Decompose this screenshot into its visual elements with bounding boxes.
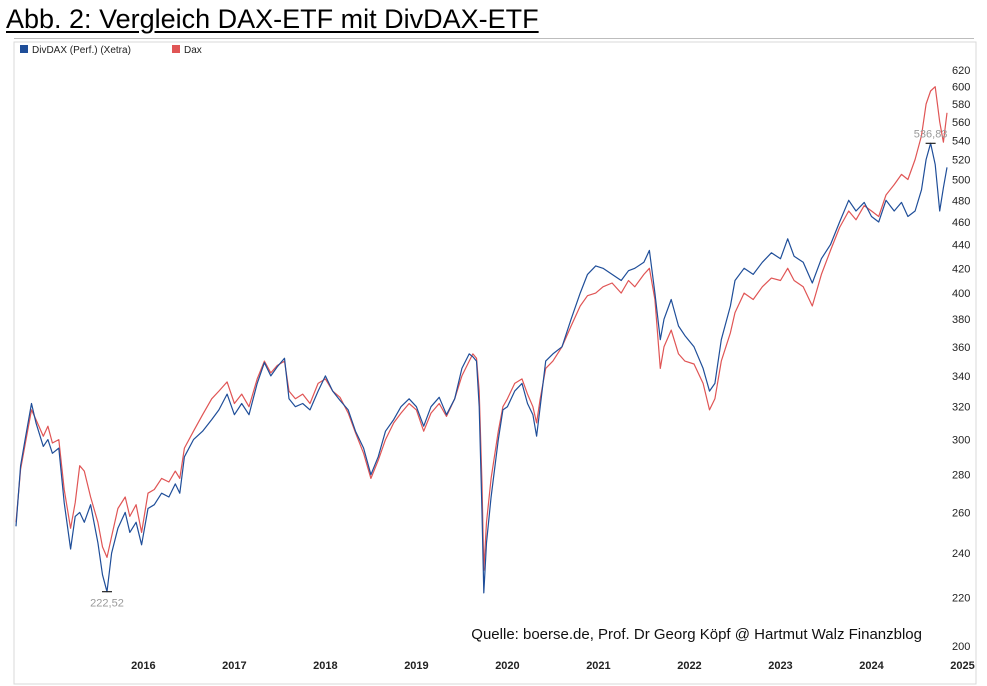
y-tick-label: 340 — [952, 371, 970, 383]
y-tick-label: 560 — [952, 117, 970, 129]
y-tick-label: 520 — [952, 155, 970, 167]
x-tick-label: 2022 — [677, 660, 701, 672]
y-tick-label: 380 — [952, 314, 970, 326]
x-tick-label: 2016 — [131, 660, 155, 672]
x-tick-label: 2018 — [313, 660, 337, 672]
chart-title: Abb. 2: Vergleich DAX-ETF mit DivDAX-ETF — [6, 4, 539, 34]
series-layer — [15, 86, 948, 594]
y-tick-label: 620 — [952, 65, 970, 77]
y-tick-label: 440 — [952, 240, 970, 252]
y-axis: 200 220 240 260 280 300 320 340 360 380 400 420 440 4… — [952, 65, 970, 653]
y-tick-label: 320 — [952, 402, 970, 414]
x-tick-label: 2019 — [404, 660, 428, 672]
x-tick-label: 2024 — [859, 660, 884, 672]
y-tick-label: 420 — [952, 263, 970, 275]
y-tick-label: 460 — [952, 217, 970, 229]
source-note: Quelle: boerse.de, Prof. Dr Georg Köpf @… — [471, 626, 922, 643]
y-tick-label: 540 — [952, 135, 970, 147]
x-axis: 2016 2017 2018 2019 2020 2021 2022 2023 2024 2025 — [131, 660, 975, 672]
y-tick-label: 580 — [952, 99, 970, 111]
x-tick-label: 2020 — [495, 660, 519, 672]
legend-swatch-divdax — [20, 45, 28, 53]
series-line-dax — [15, 86, 948, 571]
y-tick-label: 360 — [952, 342, 970, 354]
x-tick-label: 2017 — [222, 660, 246, 672]
annotations: 222,52 536,83 — [90, 128, 947, 609]
chart-frame — [13, 41, 977, 685]
y-tick-label: 260 — [952, 507, 970, 519]
x-tick-label: 2025 — [950, 660, 974, 672]
y-tick-label: 200 — [952, 641, 970, 653]
legend-label-dax: Dax — [184, 45, 202, 56]
y-tick-label: 240 — [952, 548, 970, 560]
y-tick-label: 400 — [952, 288, 970, 300]
y-tick-label: 600 — [952, 82, 970, 94]
annotation-high-label: 536,83 — [914, 128, 948, 140]
annotation-low-label: 222,52 — [90, 598, 124, 610]
legend: DivDAX (Perf.) (Xetra) Dax — [20, 45, 202, 56]
series-line-divdax — [15, 142, 948, 594]
x-tick-label: 2021 — [586, 660, 610, 672]
legend-swatch-dax — [172, 45, 180, 53]
y-tick-label: 280 — [952, 470, 970, 482]
legend-label-divdax: DivDAX (Perf.) (Xetra) — [32, 45, 131, 56]
y-tick-label: 480 — [952, 195, 970, 207]
y-tick-label: 220 — [952, 592, 970, 604]
title-divider — [14, 38, 974, 39]
y-tick-label: 300 — [952, 435, 970, 447]
x-tick-label: 2023 — [768, 660, 792, 672]
y-tick-label: 500 — [952, 175, 970, 187]
